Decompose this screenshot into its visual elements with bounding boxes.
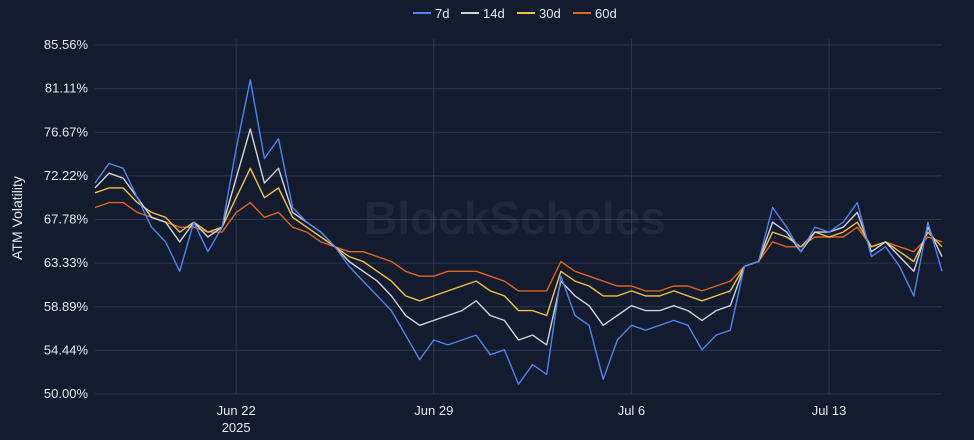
x-tick-label: Jun 29 [414, 403, 453, 418]
legend-label: 60d [595, 6, 617, 21]
legend-item-14d[interactable]: 14d [461, 6, 505, 21]
y-tick-label: 58.89% [44, 299, 89, 314]
x-tick-label: Jun 22 [217, 403, 256, 418]
x-tick-sublabel: 2025 [222, 420, 251, 435]
legend-item-60d[interactable]: 60d [573, 6, 617, 21]
watermark: BlockScholes [364, 192, 666, 244]
legend-label: 7d [435, 6, 449, 21]
y-axis-title: ATM Volatility [9, 176, 25, 260]
y-tick-label: 50.00% [44, 386, 89, 401]
y-tick-label: 76.67% [44, 124, 89, 139]
y-tick-label: 81.11% [45, 81, 89, 96]
legend-item-7d[interactable]: 7d [413, 6, 449, 21]
legend-label: 14d [483, 6, 505, 21]
y-axis: 50.00% 54.44% 58.89% 63.33% 67.78% 72.22% 76.6… [44, 37, 89, 401]
y-tick-label: 54.44% [44, 342, 89, 357]
x-tick-label: Jul 13 [812, 403, 847, 418]
x-axis: Jun 22 2025 Jun 29 Jul 6 Jul 13 [217, 403, 847, 435]
y-tick-label: 72.22% [44, 168, 89, 183]
y-tick-label: 63.33% [44, 255, 89, 270]
series-line-30d [94, 167, 943, 317]
x-tick-label: Jul 6 [618, 403, 645, 418]
series-lines [94, 79, 943, 385]
legend-item-30d[interactable]: 30d [517, 6, 561, 21]
legend[interactable]: 7d 14d 30d 60d [413, 6, 617, 21]
legend-label: 30d [539, 6, 561, 21]
y-tick-label: 67.78% [44, 212, 89, 227]
y-tick-label: 85.56% [44, 37, 89, 52]
series-line-7d [94, 79, 943, 385]
